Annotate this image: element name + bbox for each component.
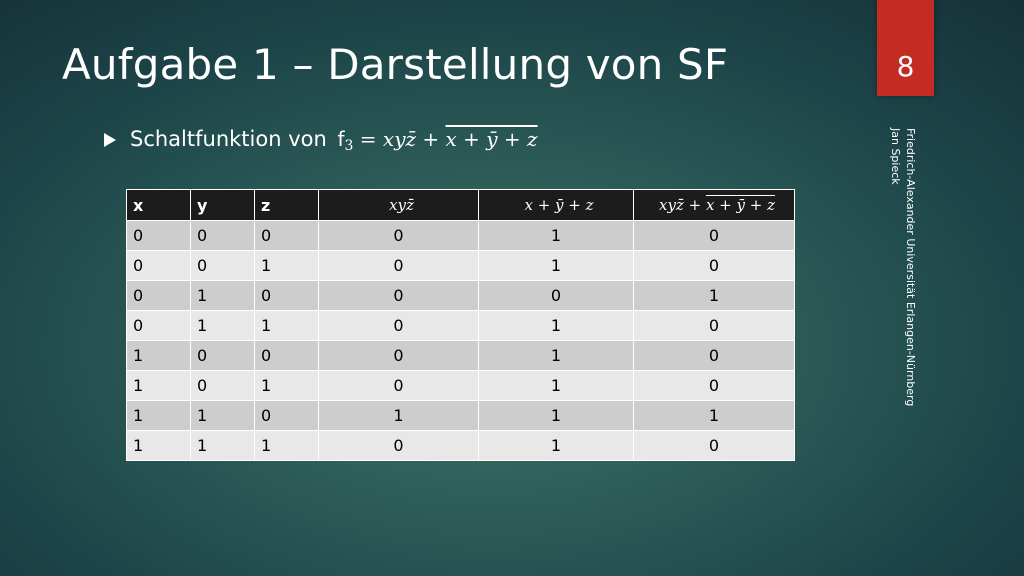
table-cell: 0 bbox=[633, 340, 795, 371]
header-result: xyz̄ + x + ȳ + z bbox=[633, 189, 795, 221]
table-cell: 0 bbox=[190, 370, 255, 401]
table-cell: 0 bbox=[318, 310, 479, 341]
table-cell: 1 bbox=[478, 310, 634, 341]
formula-fn-name: f bbox=[337, 126, 345, 151]
table-cell: 1 bbox=[254, 430, 319, 461]
table-cell: 0 bbox=[190, 340, 255, 371]
table-cell: 0 bbox=[126, 280, 191, 311]
table-cell: 0 bbox=[318, 220, 479, 251]
table-cell: 0 bbox=[254, 280, 319, 311]
slide-title: Aufgabe 1 – Darstellung von SF bbox=[62, 40, 729, 89]
table-cell: 1 bbox=[254, 370, 319, 401]
table-cell: 0 bbox=[318, 280, 479, 311]
table-cell: 0 bbox=[633, 430, 795, 461]
footer-author: Jan Spieck bbox=[889, 128, 902, 185]
page-number-badge: 8 bbox=[877, 0, 934, 96]
table-cell: 0 bbox=[126, 220, 191, 251]
table-header-row: x y z xyz̄ x + ȳ + z xyz̄ + x + ȳ + z bbox=[126, 189, 795, 221]
table-cell: 1 bbox=[126, 370, 191, 401]
table-cell: 0 bbox=[126, 250, 191, 281]
table-cell: 1 bbox=[478, 400, 634, 431]
table-cell: 0 bbox=[190, 250, 255, 281]
table-cell: 0 bbox=[254, 220, 319, 251]
table-cell: 1 bbox=[478, 340, 634, 371]
header-result-prefix: xyz̄ + bbox=[659, 196, 706, 214]
table-cell: 1 bbox=[633, 280, 795, 311]
table-cell: 1 bbox=[633, 400, 795, 431]
header-sum-term: x + ȳ + z bbox=[478, 189, 634, 221]
header-y: y bbox=[190, 189, 255, 221]
bullet-formula: f3 = xyz̄ + x + ȳ + z bbox=[337, 126, 538, 154]
formula-overline-term: x + ȳ + z bbox=[445, 126, 538, 151]
bullet-item: Schaltfunktion von f3 = xyz̄ + x + ȳ + z bbox=[104, 124, 538, 156]
footer-vertical-text: Friedrich-Alexander Universität Erlangen… bbox=[888, 128, 918, 406]
formula-lhs: = xyz̄ + bbox=[353, 126, 446, 151]
bullet-label: Schaltfunktion von bbox=[130, 126, 334, 151]
table-cell: 0 bbox=[190, 220, 255, 251]
table-cell: 0 bbox=[318, 250, 479, 281]
table-cell: 0 bbox=[318, 340, 479, 371]
table-cell: 1 bbox=[126, 400, 191, 431]
header-xyz-bar: xyz̄ bbox=[318, 189, 479, 221]
table-cell: 1 bbox=[254, 250, 319, 281]
table-cell: 1 bbox=[126, 340, 191, 371]
table-cell: 1 bbox=[478, 220, 634, 251]
triangle-bullet-icon bbox=[104, 133, 116, 147]
table-cell: 0 bbox=[633, 250, 795, 281]
table-cell: 1 bbox=[478, 250, 634, 281]
header-z: z bbox=[254, 189, 319, 221]
table-cell: 0 bbox=[318, 370, 479, 401]
table-cell: 0 bbox=[633, 310, 795, 341]
table-cell: 0 bbox=[633, 370, 795, 401]
table-cell: 0 bbox=[318, 430, 479, 461]
footer-university: Friedrich-Alexander Universität Erlangen… bbox=[904, 128, 917, 407]
formula-fn-subscript: 3 bbox=[344, 137, 354, 154]
table-cell: 1 bbox=[190, 310, 255, 341]
table-cell: 0 bbox=[633, 220, 795, 251]
table-cell: 1 bbox=[254, 310, 319, 341]
table-cell: 0 bbox=[126, 310, 191, 341]
table-cell: 0 bbox=[254, 400, 319, 431]
page-number: 8 bbox=[896, 50, 915, 83]
table-cell: 0 bbox=[254, 340, 319, 371]
table-cell: 1 bbox=[478, 430, 634, 461]
table-cell: 0 bbox=[478, 280, 634, 311]
bullet-text: Schaltfunktion von f3 = xyz̄ + x + ȳ + z bbox=[130, 127, 538, 154]
table-cell: 1 bbox=[478, 370, 634, 401]
table-cell: 1 bbox=[126, 430, 191, 461]
header-result-overline: x + ȳ + z bbox=[705, 196, 775, 214]
table-cell: 1 bbox=[318, 400, 479, 431]
table-cell: 1 bbox=[190, 400, 255, 431]
table-cell: 1 bbox=[190, 430, 255, 461]
table-cell: 1 bbox=[190, 280, 255, 311]
header-x: x bbox=[126, 189, 191, 221]
